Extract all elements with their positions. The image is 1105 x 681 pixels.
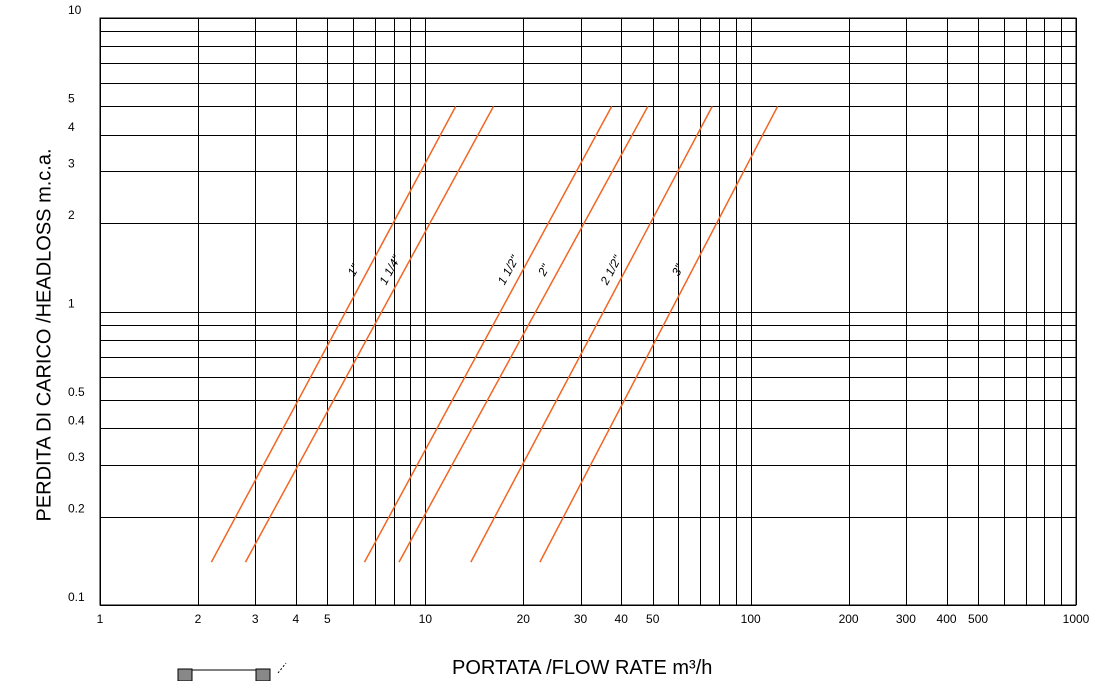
x-tick-label: 30 bbox=[574, 612, 588, 626]
series-label: 2" bbox=[535, 261, 553, 279]
series-label: 1 1/4" bbox=[376, 252, 403, 287]
x-tick-label: 2 bbox=[195, 612, 202, 626]
y-tick-label: 10 bbox=[68, 3, 82, 17]
series-label: 1 1/2" bbox=[495, 253, 522, 288]
series-line bbox=[398, 105, 649, 563]
x-tick-label: 20 bbox=[517, 612, 531, 626]
y-tick-label: 0.1 bbox=[68, 590, 85, 604]
plot-frame bbox=[99, 17, 1077, 606]
x-axis-title: PORTATA /FLOW RATE m³/h bbox=[452, 657, 712, 679]
x-tick-label: 4 bbox=[293, 612, 300, 626]
y-axis-title: PERDITA DI CARICO /HEADLOSS m.c.a. bbox=[33, 148, 55, 521]
x-tick-label: 5 bbox=[324, 612, 331, 626]
x-tick-label: 1000 bbox=[1063, 612, 1090, 626]
y-tick-label: 0.3 bbox=[68, 450, 85, 464]
headloss-curves bbox=[210, 105, 779, 563]
y-tick-label: 4 bbox=[68, 120, 75, 134]
x-tick-label: 100 bbox=[741, 612, 761, 626]
x-tick-label: 500 bbox=[968, 612, 988, 626]
pipe-fitting-icon bbox=[177, 662, 287, 681]
x-tick-label: 10 bbox=[419, 612, 433, 626]
series-line bbox=[470, 106, 713, 563]
series-line bbox=[244, 105, 495, 563]
y-tick-labels: 0.1 0.2 0.3 0.4 0.5 1 2 3 4 5 10 bbox=[68, 3, 85, 604]
x-tick-label: 200 bbox=[839, 612, 859, 626]
x-tick-label: 1 bbox=[97, 612, 104, 626]
x-tick-label: 300 bbox=[896, 612, 916, 626]
series-line bbox=[539, 106, 779, 563]
x-tick-labels: 1 2 3 4 5 10 20 30 40 50 100 200 300 400 500 1000 bbox=[97, 612, 1090, 626]
series-label: 3" bbox=[669, 261, 687, 278]
x-tick-label: 400 bbox=[937, 612, 957, 626]
x-tick-label: 50 bbox=[646, 612, 660, 626]
x-tick-label: 3 bbox=[252, 612, 259, 626]
series-line bbox=[210, 105, 457, 563]
series-line bbox=[363, 105, 613, 563]
y-tick-label: 0.5 bbox=[68, 385, 85, 399]
grid-lines bbox=[100, 18, 1077, 606]
x-tick-label: 40 bbox=[615, 612, 629, 626]
y-tick-label: 1 bbox=[68, 297, 75, 311]
y-tick-label: 3 bbox=[68, 156, 75, 170]
series-label: 2 1/2" bbox=[597, 253, 625, 288]
y-tick-label: 0.4 bbox=[68, 413, 85, 427]
y-tick-label: 2 bbox=[68, 208, 75, 222]
y-tick-label: 5 bbox=[68, 91, 75, 105]
y-tick-label: 0.2 bbox=[68, 502, 85, 516]
